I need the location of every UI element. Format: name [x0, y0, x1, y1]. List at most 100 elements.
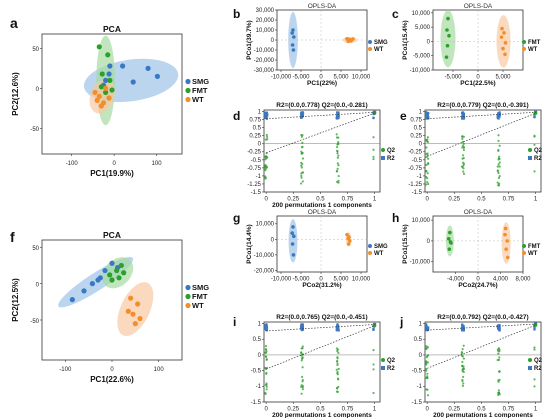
r2-point	[461, 117, 464, 120]
y-tick-label: 10,000	[256, 222, 275, 228]
r2-point	[425, 111, 428, 114]
x-tick-label: 100	[154, 367, 165, 373]
r2-point	[497, 117, 500, 120]
panel-letter: i	[233, 315, 236, 329]
y-tick-label: -0.75	[408, 166, 422, 172]
x-tick-label: 0.75	[503, 407, 515, 413]
q2-point	[337, 174, 340, 178]
legend-marker-q2	[381, 148, 385, 152]
q2-point	[533, 134, 536, 137]
r2-point	[461, 327, 464, 330]
legend-marker-wt	[368, 47, 372, 51]
r2-point	[300, 113, 303, 116]
point-fmt	[107, 272, 113, 278]
q2-point	[461, 348, 464, 351]
legend-marker-r2	[381, 366, 385, 370]
point-wt	[346, 242, 351, 246]
q2-point	[336, 152, 339, 155]
y-tick-label: 0	[419, 142, 423, 148]
x-tick-label: -5,000	[292, 277, 310, 283]
legend-label-q2: Q2	[387, 358, 396, 364]
q2-point	[336, 373, 339, 376]
point-wt	[502, 31, 506, 35]
x-tick-label: 1	[373, 197, 377, 203]
legend-marker-fmt	[185, 293, 191, 300]
point-smg	[81, 288, 87, 294]
point-wt	[128, 295, 134, 301]
q2-point	[461, 140, 464, 144]
panel-b: b-10,000 -5,000 0 5,000 10,000-30,000-20,000…	[233, 3, 388, 87]
r2-point	[462, 329, 465, 332]
q2-point	[300, 174, 303, 178]
r2-point	[264, 115, 267, 118]
q2-point	[497, 352, 500, 355]
point-smg	[154, 73, 160, 79]
point-smg	[89, 281, 95, 287]
confidence-ellipse-wt	[89, 79, 115, 114]
r2-point	[425, 329, 428, 332]
legend-label-wt: WT	[192, 301, 204, 310]
r2-point	[300, 114, 303, 117]
x-tick-label: 1	[534, 407, 538, 413]
point-smg	[130, 79, 136, 85]
q2-point	[337, 154, 340, 157]
q2-point	[301, 145, 304, 148]
point-smg	[69, 297, 75, 303]
y-axis-label: PC2(12.5%)	[11, 278, 20, 322]
q2-point	[300, 359, 303, 362]
q2-point	[301, 357, 304, 360]
y-tick-label: 0	[427, 39, 431, 45]
r2-point	[461, 329, 464, 332]
x-tick-label: 0.25	[448, 407, 460, 413]
r2-point	[425, 325, 428, 328]
x-axis-label: 200 permutations 1 components	[433, 412, 533, 418]
confidence-ellipse-fmt	[440, 10, 456, 68]
q2-point	[425, 356, 428, 359]
y-tick-label: -10,000	[254, 48, 275, 54]
legend-marker-q2	[528, 358, 532, 362]
q2-point	[425, 369, 428, 372]
point-wt	[94, 97, 100, 103]
point-smg	[106, 71, 112, 77]
legend-label-r2: R2	[534, 156, 542, 162]
q2-regression-line	[266, 112, 375, 154]
q2-point	[533, 143, 536, 146]
q2-point	[498, 157, 501, 161]
q2-point	[335, 133, 338, 136]
q2-point	[497, 391, 501, 394]
x-tick-label: -100	[66, 161, 79, 167]
q2-point	[335, 368, 338, 371]
y-tick-label: 0	[271, 237, 275, 243]
y-tick-label: 0.25	[249, 134, 261, 140]
q2-point	[460, 354, 464, 357]
q2-point	[498, 161, 501, 164]
point-wt	[92, 89, 98, 95]
x-tick-label: 10,000	[352, 75, 371, 81]
panel-letter: g	[233, 211, 240, 225]
point-fmt	[118, 262, 124, 269]
y-tick-label: 1	[419, 110, 423, 116]
q2-point	[336, 167, 339, 170]
q2-point	[427, 354, 430, 357]
q2-point	[336, 145, 339, 149]
q2-point	[300, 392, 303, 395]
y-tick-label: 0	[271, 38, 275, 44]
r2-point	[533, 328, 536, 331]
point-smg	[290, 31, 295, 35]
panel-e: e 0 0.25 0.5 0.75 1 -1.5 -1.25 -1 -0.75 -0.5 -0.25 0…	[400, 102, 543, 203]
q2-point	[426, 394, 430, 397]
q2-point	[335, 347, 338, 350]
x-tick-label: 0.75	[342, 197, 354, 203]
q2-point	[336, 150, 339, 153]
x-tick-label: 0.5	[477, 197, 486, 203]
legend-marker-wt	[185, 302, 191, 309]
q2-point	[265, 372, 268, 376]
x-axis-label: 200 permutations 1 components	[272, 202, 372, 209]
r2-point	[497, 326, 500, 330]
point-wt	[130, 311, 136, 317]
point-wt	[503, 52, 507, 57]
q2-point	[533, 346, 536, 349]
chart-title: OPLS-DA	[464, 3, 493, 10]
q2-point	[336, 359, 339, 363]
point-smg	[290, 231, 295, 235]
